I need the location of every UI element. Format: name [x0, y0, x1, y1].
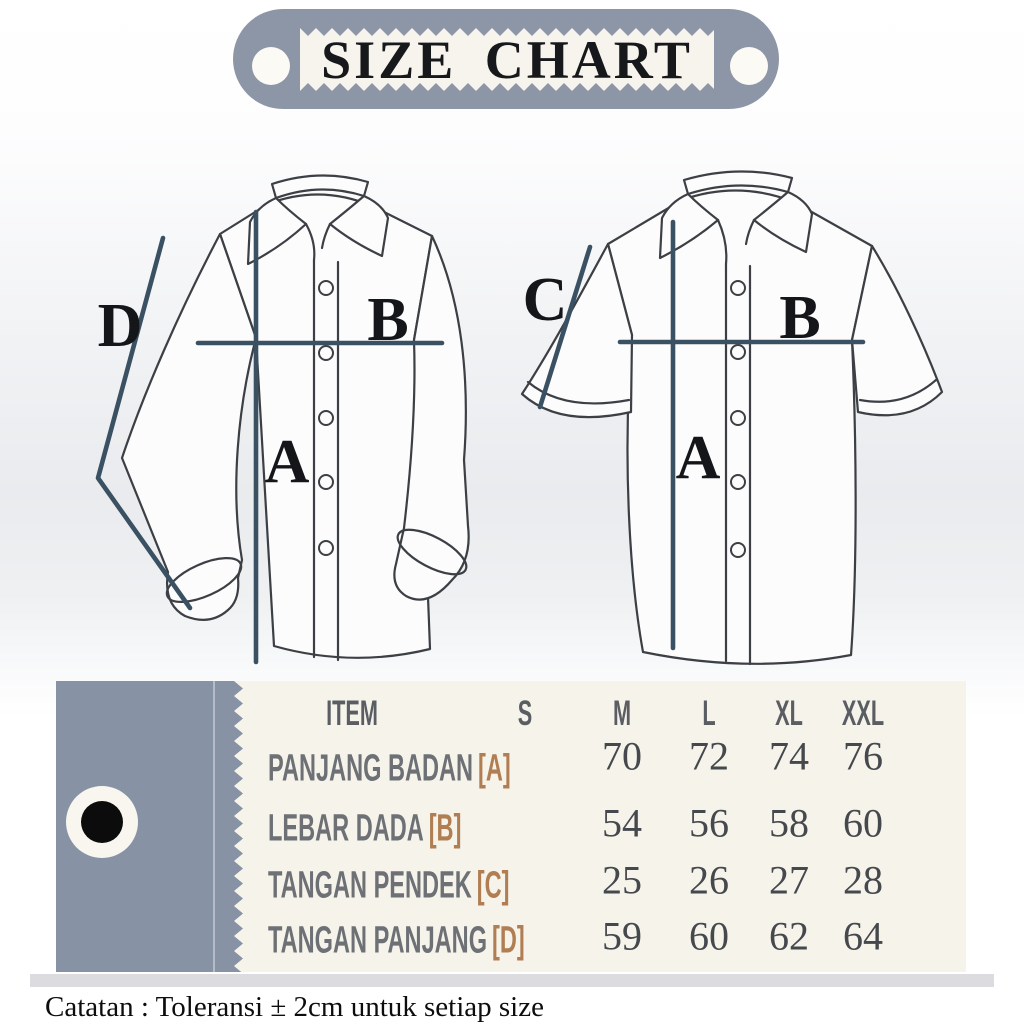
label-A: A: [265, 428, 310, 496]
table-value: 56: [689, 800, 729, 846]
label-C: C: [523, 266, 568, 334]
button: [730, 542, 746, 558]
collar-left-leaf: [246, 196, 308, 266]
left-sleeve-band: [526, 380, 631, 405]
table-value: 72: [689, 733, 729, 779]
row-label-text: LEBAR DADA: [268, 807, 424, 850]
measurement-lines: [537, 219, 866, 651]
title-banner: SIZE CHART: [233, 9, 779, 109]
button: [318, 345, 334, 361]
row-label-tag: [C]: [476, 864, 510, 907]
short-sleeve-shirt-diagram: C B A: [520, 170, 944, 666]
measure-line-D: [95, 235, 193, 611]
table-value: 26: [689, 857, 729, 903]
row-label: TANGAN PENDEK [C]: [268, 865, 509, 908]
right-sleeve: [393, 234, 470, 601]
table-value: 60: [843, 800, 883, 846]
button: [318, 280, 334, 296]
button: [318, 540, 334, 556]
measure-line-C: [537, 244, 593, 410]
table-value: 70: [602, 733, 642, 779]
table-value: 27: [769, 857, 809, 903]
column-header-m: M: [612, 694, 632, 733]
long-sleeve-shirt-diagram: D B A: [95, 174, 470, 665]
table-sheet: ITEM S M L XL XXL PANJANG BADAN [A] 70 72…: [234, 681, 966, 972]
button: [730, 410, 746, 426]
right-cuff-seam: [396, 528, 468, 576]
banner-hole-right-icon: [730, 47, 768, 85]
label-D: D: [98, 292, 143, 360]
page-title: SIZE CHART: [321, 29, 693, 90]
shirt-body: [606, 189, 874, 665]
label-B: B: [779, 284, 820, 352]
buttons: [318, 280, 334, 556]
note-text: Catatan : Toleransi ± 2cm untuk setiap s…: [45, 991, 544, 1023]
table-value: 28: [843, 857, 883, 903]
table-value: 60: [689, 913, 729, 959]
buttons: [730, 280, 746, 558]
zigzag-edge: [234, 681, 252, 972]
table-value: 58: [769, 800, 809, 846]
collar-right-leaf: [752, 190, 814, 254]
table-value: 74: [769, 733, 809, 779]
row-label: TANGAN PANJANG [D]: [268, 920, 525, 963]
row-label-tag: [D]: [491, 919, 525, 962]
table-value: 59: [602, 913, 642, 959]
column-header-xxl: XXL: [841, 694, 885, 733]
left-cuff-seam: [165, 557, 243, 603]
button: [730, 280, 746, 296]
tag-panel: [56, 681, 243, 972]
right-sleeve: [850, 244, 944, 417]
right-sleeve-band: [858, 378, 938, 403]
button: [318, 474, 334, 490]
button: [318, 410, 334, 426]
neckline-inner: [744, 218, 756, 246]
column-header-xl: XL: [775, 694, 803, 733]
table-value: 62: [769, 913, 809, 959]
label-B: B: [367, 286, 408, 354]
button: [730, 474, 746, 490]
grommet-icon: [66, 786, 138, 858]
grommet-center-icon: [81, 801, 123, 843]
row-label-text: PANJANG BADAN: [268, 747, 474, 790]
banner-label: SIZE CHART: [300, 28, 714, 91]
collar-right-leaf: [328, 194, 390, 258]
banner-hole-left-icon: [252, 47, 290, 85]
measurement-lines: [95, 209, 445, 665]
table-value: 25: [602, 857, 642, 903]
row-label-text: TANGAN PANJANG: [268, 919, 488, 962]
row-label-tag: [B]: [428, 807, 462, 850]
column-header-s: S: [517, 694, 533, 733]
row-label-tag: [A]: [478, 747, 511, 790]
column-header-l: L: [702, 694, 716, 733]
row-label: PANJANG BADAN [A]: [268, 748, 511, 791]
neckline: [716, 218, 728, 266]
size-table: ITEM S M L XL XXL PANJANG BADAN [A] 70 72…: [56, 681, 966, 972]
table-value: 76: [843, 733, 883, 779]
label-A: A: [676, 424, 721, 492]
row-label-text: TANGAN PENDEK: [268, 864, 472, 907]
table-value: 64: [843, 913, 883, 959]
table-value: 54: [602, 800, 642, 846]
left-sleeve: [120, 232, 258, 621]
row-label: LEBAR DADA [B]: [268, 808, 461, 851]
column-header-item: ITEM: [326, 694, 378, 733]
neckline: [304, 222, 316, 262]
shirt-line-art: [120, 174, 470, 662]
button: [730, 344, 746, 360]
neckline-inner: [320, 222, 332, 250]
table-shadow: [30, 974, 994, 987]
